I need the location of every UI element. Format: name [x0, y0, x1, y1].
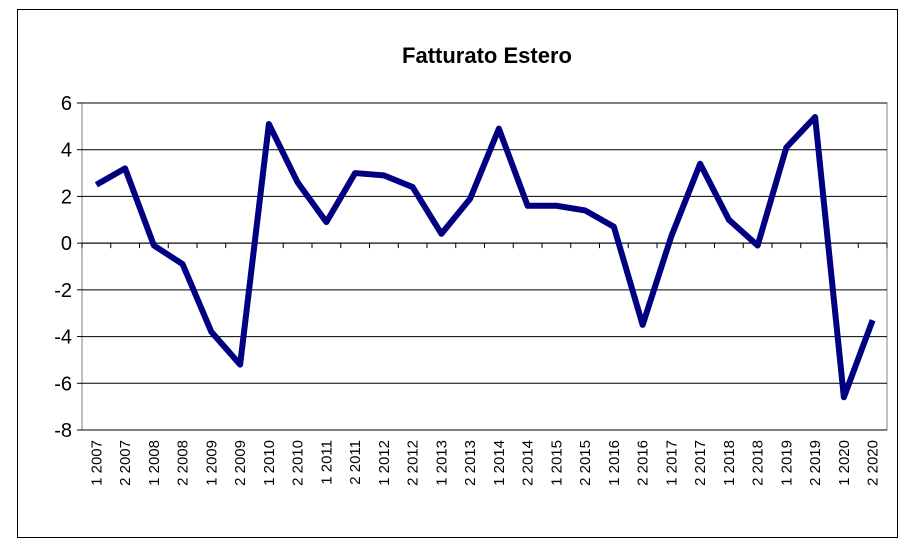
x-tick-label: 2 2014 — [520, 440, 537, 486]
x-tick-label: 1 2018 — [721, 440, 738, 486]
x-tick-label: 2 2010 — [290, 440, 307, 486]
y-tick-label: -8 — [54, 420, 72, 442]
x-tick-label: 1 2016 — [606, 440, 623, 486]
x-tick-label: 1 2008 — [146, 440, 163, 486]
x-tick-label: 2 2015 — [577, 440, 594, 486]
x-tick-label: 1 2007 — [88, 440, 105, 486]
y-tick-label: -4 — [54, 327, 72, 349]
plot-area — [81, 102, 888, 431]
x-tick-label: 2 2007 — [117, 440, 134, 486]
x-tick-label: 2 2011 — [347, 440, 364, 485]
y-tick-label: 6 — [61, 93, 72, 115]
x-tick-label: 1 2010 — [261, 440, 278, 486]
x-tick-label: 2 2012 — [405, 440, 422, 486]
x-tick-label: 1 2020 — [836, 440, 853, 486]
y-tick-label: -2 — [54, 280, 72, 302]
x-tick-label: 2 2020 — [865, 440, 882, 486]
x-tick-label: 1 2013 — [433, 440, 450, 486]
x-tick-label: 1 2015 — [548, 440, 565, 486]
y-tick-label: 4 — [61, 140, 72, 162]
x-tick-label: 2 2016 — [635, 440, 652, 486]
x-tick-label: 1 2019 — [778, 440, 795, 486]
x-tick-label: 2 2013 — [462, 440, 479, 486]
x-tick-label: 1 2017 — [663, 440, 680, 486]
x-tick-label: 1 2012 — [376, 440, 393, 486]
y-tick-label: 0 — [61, 233, 72, 255]
x-tick-label: 1 2009 — [203, 440, 220, 486]
x-tick-label: 1 2011 — [318, 440, 335, 485]
x-tick-label: 2 2008 — [175, 440, 192, 486]
x-tick-label: 2 2018 — [750, 440, 767, 486]
y-tick-label: -6 — [54, 373, 72, 395]
x-tick-label: 2 2019 — [807, 440, 824, 486]
x-tick-label: 2 2017 — [692, 440, 709, 486]
y-tick-label: 2 — [61, 186, 72, 208]
chart-title: Fatturato Estero — [402, 43, 572, 68]
x-tick-label: 2 2009 — [232, 440, 249, 486]
line-series — [94, 114, 876, 401]
x-tick-label: 1 2014 — [491, 440, 508, 486]
